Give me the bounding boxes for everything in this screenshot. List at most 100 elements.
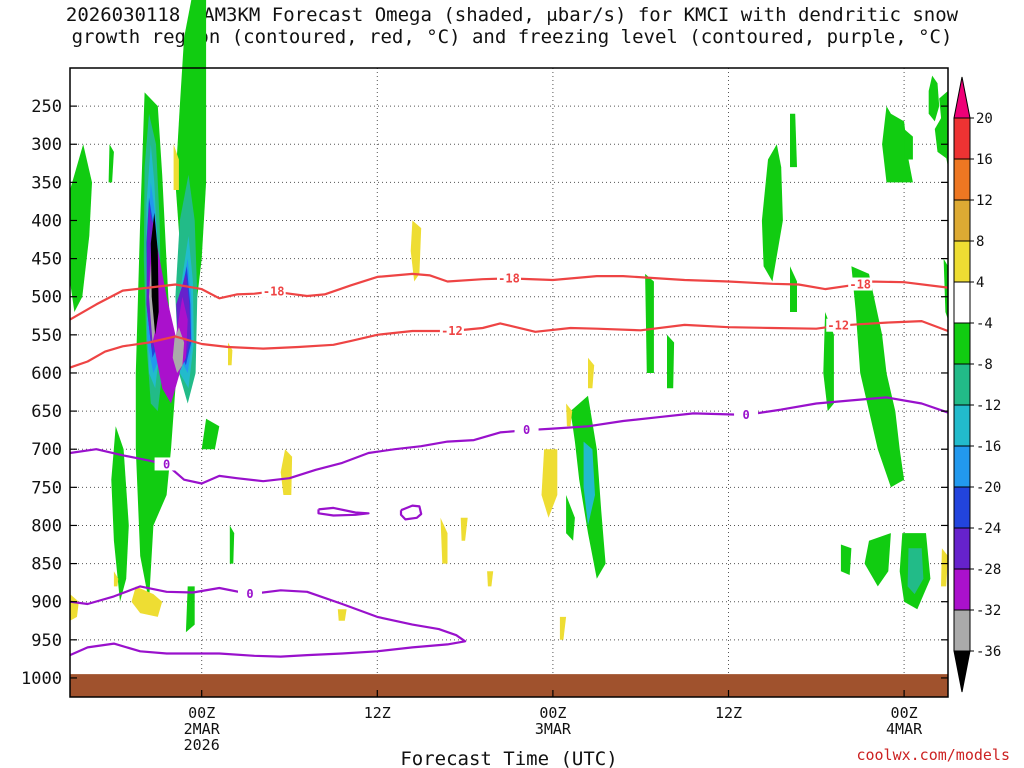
colorbar-bin-11 <box>953 527 971 570</box>
dendritic-contour-line-1 <box>69 320 949 369</box>
omega-shade-region-43 <box>410 220 422 282</box>
omega-shade-region-58 <box>108 144 114 183</box>
x-tick-label-0-2: 2026 <box>184 736 220 754</box>
omega-shade-region-22 <box>583 441 595 526</box>
colorbar-bin-10 <box>953 486 971 529</box>
colorbar-label-4: 4 <box>976 275 984 291</box>
freezing-contour-line-2 <box>317 506 370 517</box>
omega-shade-region-24 <box>667 334 675 389</box>
freezing-contour-label-0-0: 0 <box>163 457 170 471</box>
omega-shade-region-47 <box>440 517 448 564</box>
colorbar-label-9: -20 <box>976 480 1001 496</box>
omega-shade-region-2 <box>70 144 92 312</box>
omega-shade-region-42 <box>173 144 179 190</box>
omega-shade-region-26 <box>761 144 783 282</box>
omega-shade-region-3 <box>111 426 129 602</box>
plot-frame <box>69 67 949 698</box>
omega-shade-region-59 <box>229 525 235 564</box>
omega-shade-region-49 <box>487 571 494 587</box>
colorbar-label-1: 16 <box>976 152 993 168</box>
dendritic-contour-label-0-2: -18 <box>849 278 871 292</box>
x-tick-label-1-0: 12Z <box>364 704 391 722</box>
x-tick-label-4-1: 4MAR <box>886 720 923 738</box>
x-tick-label-4-0: 00Z <box>891 704 918 722</box>
y-tick-label-400: 400 <box>31 211 62 231</box>
colorbar-label-5: -4 <box>976 316 993 332</box>
colorbar-bin-7 <box>953 363 971 406</box>
colorbar: 20 16 12 8 4 -4 -8 -12 -16 -20 -24 -28 -32 -36 <box>953 76 1001 693</box>
freezing-contour-label-0-2: 0 <box>742 408 749 422</box>
y-tick-label-850: 850 <box>31 555 62 575</box>
x-tick-label-0-0: 00Z <box>188 704 215 722</box>
omega-shade-region-52 <box>131 586 163 617</box>
omega-shade-region-53 <box>70 594 79 621</box>
colorbar-label-10: -24 <box>976 521 1001 537</box>
colorbar-bin-12 <box>953 568 971 611</box>
dendritic-contour-label-0-0: -18 <box>263 284 285 298</box>
omega-shade-region-54 <box>941 548 948 587</box>
omega-shade-region-30 <box>851 266 905 488</box>
y-tick-label-550: 550 <box>31 326 62 346</box>
dendritic-contour-label-1-0: -12 <box>441 324 463 338</box>
x-tick-label-2-0: 00Z <box>539 704 566 722</box>
colorbar-label-3: 8 <box>976 234 984 250</box>
y-tick-label-650: 650 <box>31 402 62 422</box>
credit-text: coolwx.com/models <box>856 746 1010 764</box>
colorbar-label-13: -36 <box>976 644 1001 660</box>
plot-area-background <box>70 68 948 697</box>
omega-shade-region-28 <box>790 266 797 312</box>
colorbar-bin-14 <box>953 650 971 693</box>
colorbar-bin-3 <box>953 199 971 242</box>
freezing-contour-label-bg-1-0 <box>237 587 262 601</box>
dendritic-contour-label-bg-0-1 <box>497 271 521 285</box>
freezing-contour-label-1-0: 0 <box>246 587 253 601</box>
freezing-contour-label-0-1: 0 <box>523 423 530 437</box>
omega-shade-region-56 <box>337 609 347 621</box>
y-tick-label-350: 350 <box>31 173 62 193</box>
y-tick-label-950: 950 <box>31 631 62 651</box>
omega-shade-region-48 <box>460 517 468 541</box>
omega-shade-region-46 <box>541 449 558 518</box>
omega-shade-region-51 <box>566 403 573 427</box>
y-tick-label-600: 600 <box>31 364 62 384</box>
x-tick-label-2-1: 3MAR <box>535 720 572 738</box>
freezing-contour-label-bg-0-2 <box>734 407 759 421</box>
omega-shade-region-50 <box>559 616 567 640</box>
x-tick-label-0-1: 2MAR <box>184 720 221 738</box>
chart-title-line-2: growth region (contoured, red, °C) and f… <box>71 26 953 48</box>
colorbar-label-8: -16 <box>976 439 1001 455</box>
y-tick-label-500: 500 <box>31 288 62 308</box>
colorbar-label-11: -28 <box>976 562 1001 578</box>
y-tick-label-300: 300 <box>31 135 62 155</box>
omega-shade-region-38 <box>864 533 891 587</box>
colorbar-bin-0 <box>953 76 971 119</box>
dendritic-contour-label-bg-1-1 <box>826 318 851 332</box>
y-tick-label-450: 450 <box>31 250 62 270</box>
dendritic-contour-label-0-1: -18 <box>498 271 520 285</box>
omega-shade-region-25 <box>645 273 654 373</box>
omega-shade-region-19 <box>185 586 195 633</box>
omega-shade-region-57 <box>588 357 595 389</box>
omega-shade-region-23 <box>566 495 575 541</box>
dendritic-contour-label-1-1: -12 <box>827 319 849 333</box>
omega-shade-region-33 <box>934 113 948 160</box>
colorbar-bin-2 <box>953 158 971 201</box>
dendritic-contour-line-0 <box>69 272 949 321</box>
colorbar-label-2: 12 <box>976 193 993 209</box>
dendritic-contour-label-bg-1-0 <box>439 324 464 338</box>
omega-shading-layer <box>70 0 948 640</box>
omega-shade-region-37 <box>904 129 913 160</box>
y-tick-label-1000: 1000 <box>21 669 62 689</box>
x-tick-label-3-0: 12Z <box>715 704 742 722</box>
colorbar-bin-6 <box>953 322 971 365</box>
colorbar-bin-5 <box>953 281 971 324</box>
omega-shade-region-55 <box>113 571 119 587</box>
x-axis-title: Forecast Time (UTC) <box>400 748 617 768</box>
freezing-contour-label-bg-0-0 <box>154 457 179 471</box>
omega-shade-region-36 <box>70 220 75 267</box>
omega-shade-region-34 <box>928 75 940 122</box>
y-tick-label-800: 800 <box>31 516 62 536</box>
colorbar-label-6: -8 <box>976 357 993 373</box>
chart-title-line-1: 2026030118 NAM3KM Forecast Omega (shaded… <box>65 4 959 26</box>
